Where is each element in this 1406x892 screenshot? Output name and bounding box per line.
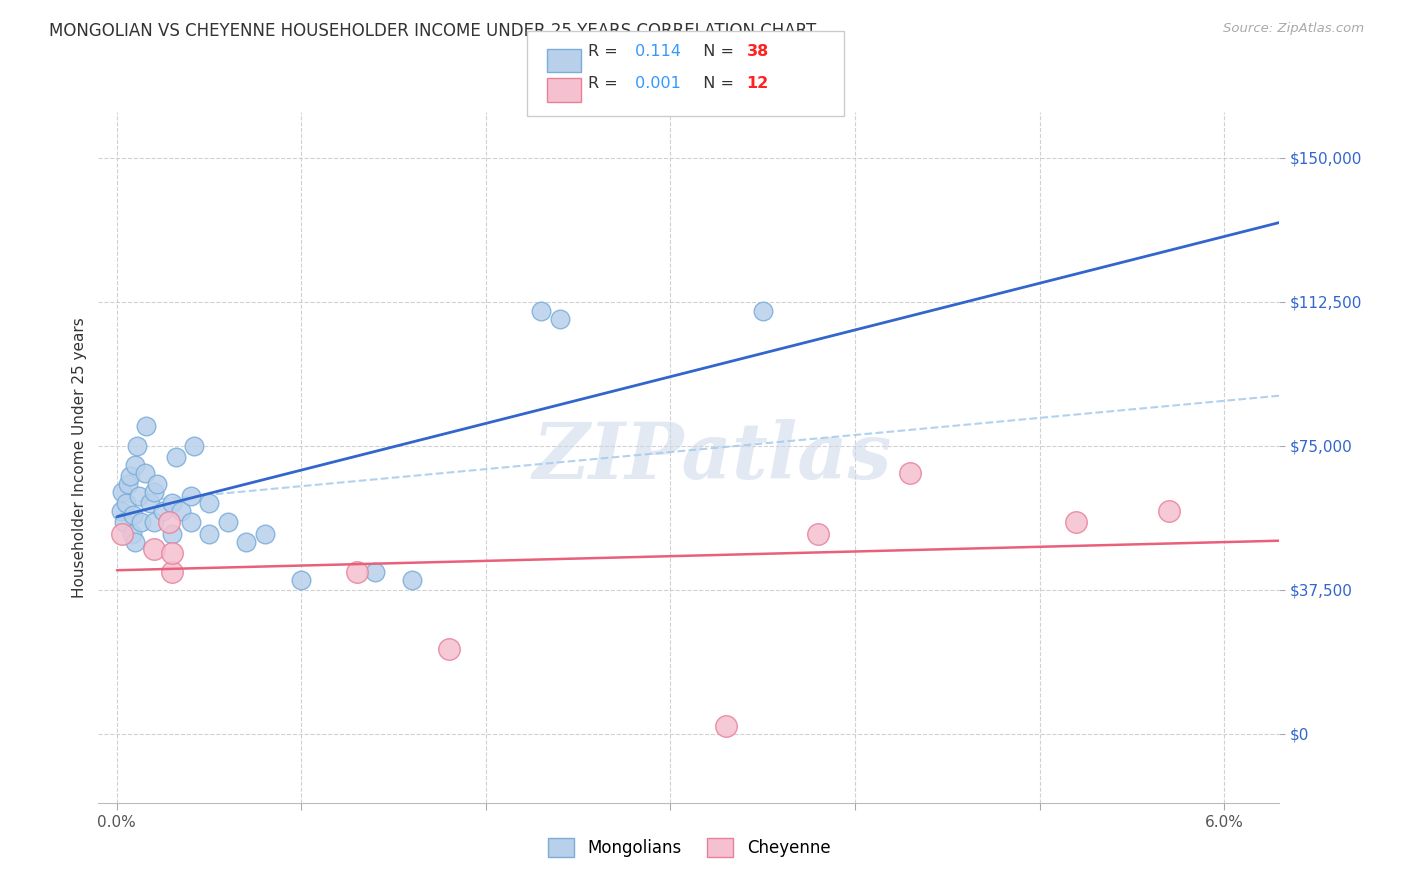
Point xyxy=(198,527,221,541)
Point xyxy=(253,527,276,541)
Point xyxy=(122,508,145,522)
Point xyxy=(146,477,169,491)
Point xyxy=(714,719,737,733)
Text: R =: R = xyxy=(588,44,623,59)
Point xyxy=(752,304,775,318)
Point xyxy=(217,516,239,530)
Point xyxy=(401,573,423,587)
Point xyxy=(111,527,134,541)
Point xyxy=(290,573,312,587)
Point xyxy=(162,496,183,510)
Text: Source: ZipAtlas.com: Source: ZipAtlas.com xyxy=(1223,22,1364,36)
Text: N =: N = xyxy=(693,76,740,91)
Point xyxy=(139,496,162,510)
Point xyxy=(180,489,202,503)
Point xyxy=(1157,504,1180,518)
Point xyxy=(807,527,830,541)
Point xyxy=(110,504,132,518)
Point xyxy=(170,504,193,518)
Point xyxy=(1066,516,1088,530)
Text: 12: 12 xyxy=(747,76,769,91)
Point xyxy=(235,534,257,549)
Text: 0.001: 0.001 xyxy=(630,76,681,91)
Point xyxy=(548,311,571,326)
Point xyxy=(111,484,134,499)
Text: 0.114: 0.114 xyxy=(630,44,681,59)
Point xyxy=(900,466,922,480)
Point xyxy=(142,516,165,530)
Point xyxy=(198,496,221,510)
Point xyxy=(118,469,141,483)
Y-axis label: Householder Income Under 25 years: Householder Income Under 25 years xyxy=(72,317,87,598)
Point xyxy=(134,466,156,480)
Point xyxy=(142,542,165,557)
Point xyxy=(183,439,205,453)
Point xyxy=(530,304,553,318)
Point xyxy=(162,546,183,560)
Point xyxy=(128,489,150,503)
Legend: Mongolians, Cheyenne: Mongolians, Cheyenne xyxy=(541,831,837,863)
Point xyxy=(152,504,174,518)
Text: MONGOLIAN VS CHEYENNE HOUSEHOLDER INCOME UNDER 25 YEARS CORRELATION CHART: MONGOLIAN VS CHEYENNE HOUSEHOLDER INCOME… xyxy=(49,22,817,40)
Point xyxy=(437,642,460,657)
Point xyxy=(117,477,139,491)
Text: R =: R = xyxy=(588,76,623,91)
Point xyxy=(162,527,183,541)
Point xyxy=(129,516,152,530)
Text: N =: N = xyxy=(693,44,740,59)
Point xyxy=(124,458,146,472)
Point xyxy=(121,527,143,541)
Point xyxy=(364,566,387,580)
Point xyxy=(346,566,368,580)
Point xyxy=(135,419,157,434)
Point xyxy=(142,484,165,499)
Point xyxy=(165,450,187,464)
Point xyxy=(180,516,202,530)
Point xyxy=(124,534,146,549)
Point xyxy=(127,439,149,453)
Point xyxy=(157,516,180,530)
Point xyxy=(112,516,135,530)
Text: ZIPatlas: ZIPatlas xyxy=(533,419,893,495)
Text: 38: 38 xyxy=(747,44,769,59)
Point xyxy=(115,496,138,510)
Point xyxy=(162,566,183,580)
